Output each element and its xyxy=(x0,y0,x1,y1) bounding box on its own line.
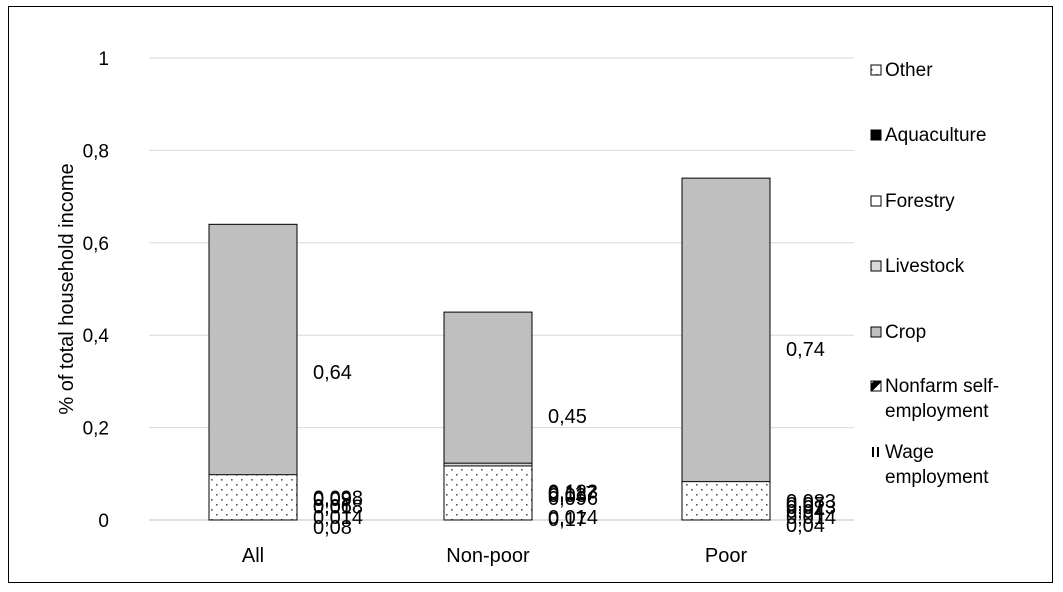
data-label-non-poor-forestry: 0,096 xyxy=(548,488,598,510)
data-label-non-poor-aquaculture: 0,014 xyxy=(548,507,598,529)
x-category-label-all: All xyxy=(242,545,264,567)
data-label-poor-wage-employment: 0,04 xyxy=(786,515,825,537)
data-label-non-poor-wage-employment: 0,17 xyxy=(548,509,587,531)
legend-swatch-livestock xyxy=(870,260,882,272)
legend-swatch-wage-employment xyxy=(877,447,879,457)
data-label-all-aquaculture: 0,014 xyxy=(313,507,363,529)
stacked-bar-chart: 0 0,2 0,4 0,6 0,8 1 % of total household incom… xyxy=(56,49,999,567)
data-label-all-livestock: 0,09 xyxy=(313,489,352,511)
legend-label-aquaculture: Aquaculture xyxy=(885,125,986,146)
chart-frame: 0 0,2 0,4 0,6 0,8 1 % of total household incom… xyxy=(8,6,1053,583)
bar-poor-other xyxy=(681,481,771,521)
data-label-poor-other: 0,083 xyxy=(786,491,836,513)
legend-label-nonfarm-self-employment: Nonfarm self- xyxy=(885,376,999,397)
y-tick-label: 0 xyxy=(98,511,109,532)
legend-label-forestry: Forestry xyxy=(885,191,955,212)
bar-poor-crop xyxy=(681,177,771,521)
legend-label-wage-employment: employment xyxy=(885,467,989,488)
legend-swatch-forestry xyxy=(870,195,882,207)
data-label-non-poor-other: 0,117 xyxy=(548,483,597,505)
legend-swatch-other xyxy=(870,64,882,76)
y-tick-label: 0,2 xyxy=(83,419,109,440)
x-category-label-poor: Poor xyxy=(705,545,748,567)
data-label-poor-aquaculture: 0,014 xyxy=(786,507,836,529)
data-label-poor-crop: 0,74 xyxy=(786,339,825,361)
data-label-all-nonfarm-self-employment: 0,018 xyxy=(313,497,363,519)
data-label-poor-forestry: 0,04 xyxy=(786,501,825,523)
bar-all-crop xyxy=(208,223,298,521)
legend-label-wage-employment: Wage xyxy=(885,442,934,463)
data-label-poor-nonfarm-self-employment: 0,013 xyxy=(786,497,836,519)
data-label-non-poor-livestock: 0,123 xyxy=(548,482,598,504)
data-label-all-forestry: 0,06 xyxy=(313,496,352,518)
legend-label-crop: Crop xyxy=(885,322,926,343)
legend-label-other: Other xyxy=(885,60,933,81)
y-tick-label: 1 xyxy=(98,49,109,70)
data-label-all-crop: 0,64 xyxy=(313,362,352,384)
y-tick-label: 0,6 xyxy=(83,234,109,255)
data-label-all-wage-employment: 0,08 xyxy=(313,517,352,539)
data-label-poor-livestock: 0,07 xyxy=(786,494,825,516)
legend-label-nonfarm-self-employment: employment xyxy=(885,401,989,422)
legend-swatch-wage-employment xyxy=(872,447,874,457)
legend-swatch-crop xyxy=(870,326,882,338)
data-label-non-poor-crop: 0,45 xyxy=(548,406,587,428)
legend-label-livestock: Livestock xyxy=(885,256,965,277)
bar-all-other xyxy=(208,474,298,521)
y-tick-label: 0,8 xyxy=(83,141,109,162)
y-axis-label: % of total household income xyxy=(56,163,78,414)
data-label-all-other: 0,098 xyxy=(313,487,363,509)
y-tick-label: 0,4 xyxy=(83,326,110,347)
bar-non-poor-other xyxy=(443,465,533,521)
legend-swatch-aquaculture xyxy=(870,129,882,141)
data-label-non-poor-nonfarm-self-employment: 0,03 xyxy=(548,485,587,507)
legend-swatch-nonfarm-self-employment xyxy=(870,380,882,392)
x-category-label-non-poor: Non-poor xyxy=(446,545,530,567)
